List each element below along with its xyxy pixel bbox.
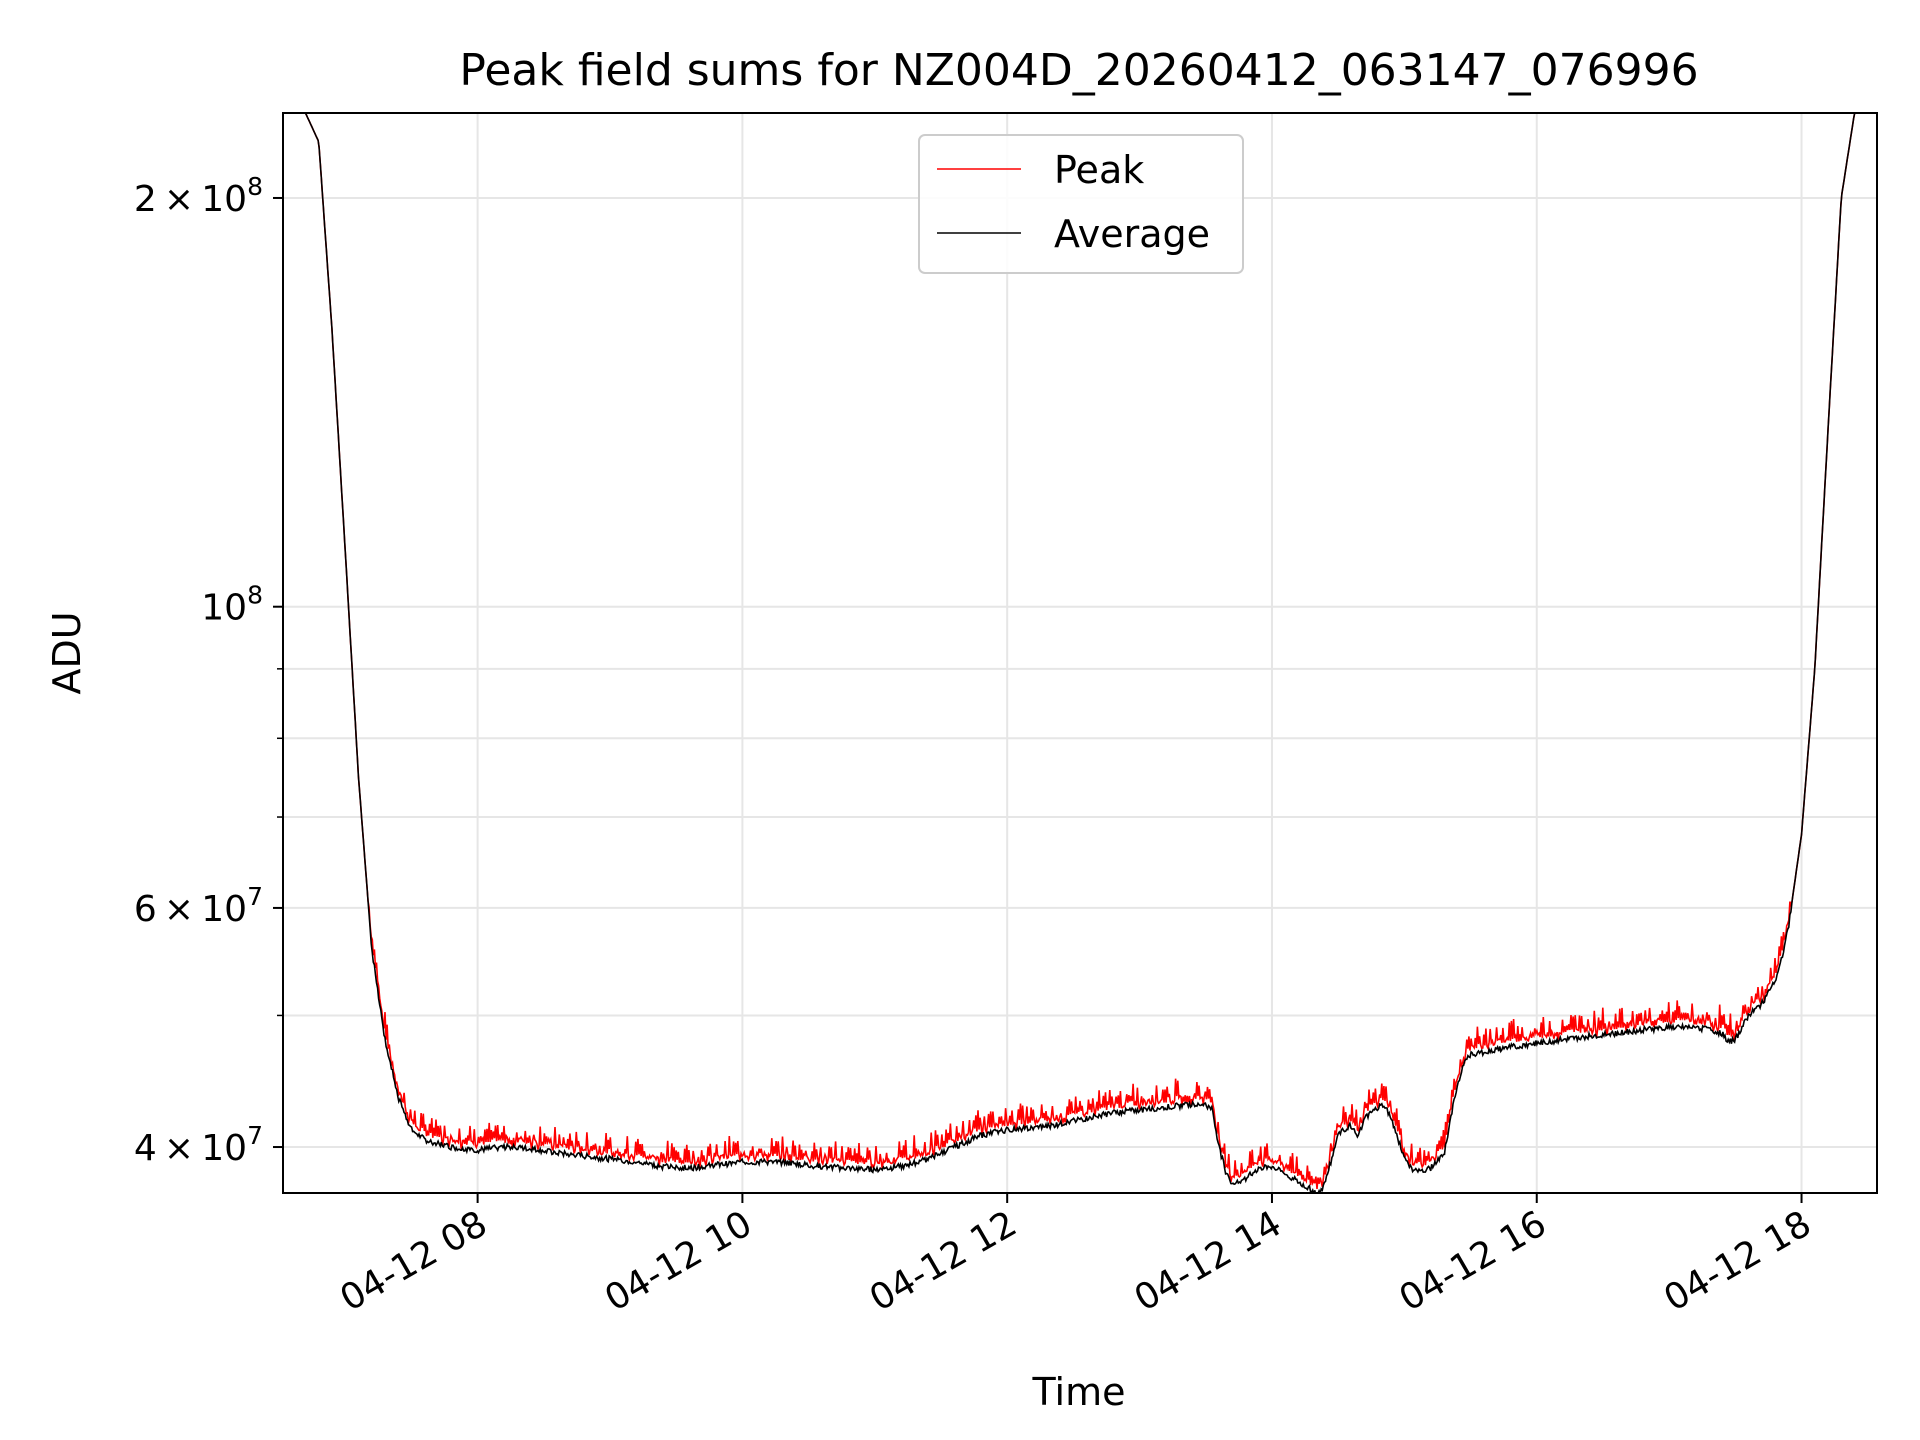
grid [283,113,1877,1193]
plot-frame [282,112,1878,1194]
legend-label-average: Average [1054,212,1210,256]
series-line-average [283,113,1877,1193]
y-axis-label: ADU [45,611,89,694]
x-tick-label: 04-12 14 [1128,1203,1289,1319]
x-tick-label: 04-12 16 [1393,1203,1554,1319]
plot-area [283,113,1877,1193]
y-axis: 4 × 107 6 × 107 108 2 × 108 [134,172,283,1169]
y-tick-label: 108 [201,581,263,629]
y-tick-label: 4 × 107 [134,1121,263,1169]
y-tick-label: 2 × 108 [134,172,263,220]
x-tick-label: 04-12 12 [863,1203,1024,1319]
legend: Peak Average [918,134,1244,274]
x-axis: 04-12 08 04-12 10 04-12 12 04-12 14 04-12 16… [333,1193,1818,1320]
series-line-peak [283,113,1877,1189]
chart-title: Peak field sums for NZ004D_20260412_0631… [459,45,1698,96]
x-tick-label: 04-12 18 [1657,1203,1818,1319]
y-tick-label: 6 × 107 [134,882,263,930]
x-tick-label: 04-12 08 [333,1203,494,1319]
x-axis-label: Time [1032,1370,1126,1414]
x-tick-label: 04-12 10 [598,1203,759,1319]
legend-label-peak: Peak [1054,148,1144,192]
